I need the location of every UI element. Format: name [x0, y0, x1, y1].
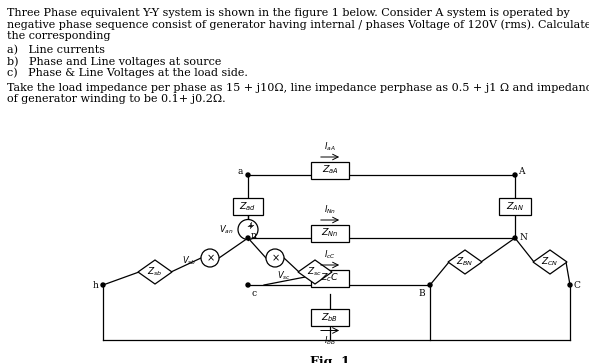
Circle shape — [246, 173, 250, 177]
Text: $V_{sc}$: $V_{sc}$ — [277, 269, 291, 281]
Text: C: C — [573, 281, 580, 290]
Circle shape — [246, 283, 250, 287]
Text: $Z_{sb}$: $Z_{sb}$ — [147, 266, 163, 278]
Polygon shape — [533, 250, 567, 274]
Text: $Z_{aA}$: $Z_{aA}$ — [322, 164, 339, 176]
Text: $\times$: $\times$ — [270, 253, 279, 263]
Polygon shape — [138, 260, 172, 284]
Circle shape — [428, 283, 432, 287]
Text: $Z_{AN}$: $Z_{AN}$ — [506, 200, 524, 213]
Polygon shape — [298, 260, 332, 284]
Circle shape — [266, 249, 284, 267]
Text: $I_{cC}$: $I_{cC}$ — [324, 249, 336, 261]
Text: $Z_{ad}$: $Z_{ad}$ — [240, 200, 257, 213]
Circle shape — [513, 236, 517, 240]
Text: N: N — [519, 233, 527, 242]
Circle shape — [568, 283, 572, 287]
Text: $Z_{c}C$: $Z_{c}C$ — [320, 272, 340, 284]
Bar — [311, 269, 349, 286]
Text: Take the load impedance per phase as 15 + j10Ω, line impedance perphase as 0.5 +: Take the load impedance per phase as 15 … — [7, 83, 589, 93]
Bar — [233, 198, 263, 215]
Text: a: a — [237, 167, 243, 175]
Text: $I_{aA}$: $I_{aA}$ — [324, 140, 336, 153]
Text: $V_{sb}$: $V_{sb}$ — [182, 255, 196, 267]
Text: +: + — [247, 221, 254, 230]
Text: $I_{Nn}$: $I_{Nn}$ — [324, 204, 336, 216]
Text: +: + — [247, 222, 253, 231]
Circle shape — [101, 283, 105, 287]
Bar — [311, 224, 349, 241]
Text: $V_{an}$: $V_{an}$ — [219, 223, 234, 236]
Text: $Z_{Nn}$: $Z_{Nn}$ — [321, 227, 339, 239]
Text: $Z_{bB}$: $Z_{bB}$ — [322, 311, 339, 324]
Text: b)   Phase and Line voltages at source: b) Phase and Line voltages at source — [7, 56, 221, 66]
Polygon shape — [448, 250, 482, 274]
Text: n: n — [251, 231, 257, 240]
Text: Three Phase equivalent Y-Y system is shown in the figure 1 below. Consider A sys: Three Phase equivalent Y-Y system is sho… — [7, 8, 570, 18]
Bar — [499, 198, 531, 215]
Text: $I_{bB}$: $I_{bB}$ — [324, 334, 336, 347]
Text: c)   Phase & Line Voltages at the load side.: c) Phase & Line Voltages at the load sid… — [7, 68, 248, 78]
Text: $Z_{CN}$: $Z_{CN}$ — [541, 256, 559, 268]
Text: negative phase sequence consist of generator having internal / phases Voltage of: negative phase sequence consist of gener… — [7, 20, 589, 30]
Circle shape — [238, 220, 258, 240]
Text: $Z_{sc}$: $Z_{sc}$ — [307, 266, 323, 278]
Text: of generator winding to be 0.1+ j0.2Ω.: of generator winding to be 0.1+ j0.2Ω. — [7, 94, 226, 105]
Circle shape — [513, 173, 517, 177]
Text: B: B — [418, 289, 425, 298]
Text: h: h — [93, 281, 99, 290]
Text: A: A — [518, 167, 524, 176]
Text: $Z_{BN}$: $Z_{BN}$ — [456, 256, 474, 268]
Bar — [311, 162, 349, 179]
Text: c: c — [251, 289, 256, 298]
Text: $\times$: $\times$ — [206, 253, 214, 263]
Text: Fig. 1: Fig. 1 — [310, 356, 350, 363]
Bar — [311, 309, 349, 326]
Circle shape — [246, 236, 250, 240]
Circle shape — [201, 249, 219, 267]
Text: a)   Line currents: a) Line currents — [7, 45, 105, 55]
Text: the corresponding: the corresponding — [7, 31, 111, 41]
